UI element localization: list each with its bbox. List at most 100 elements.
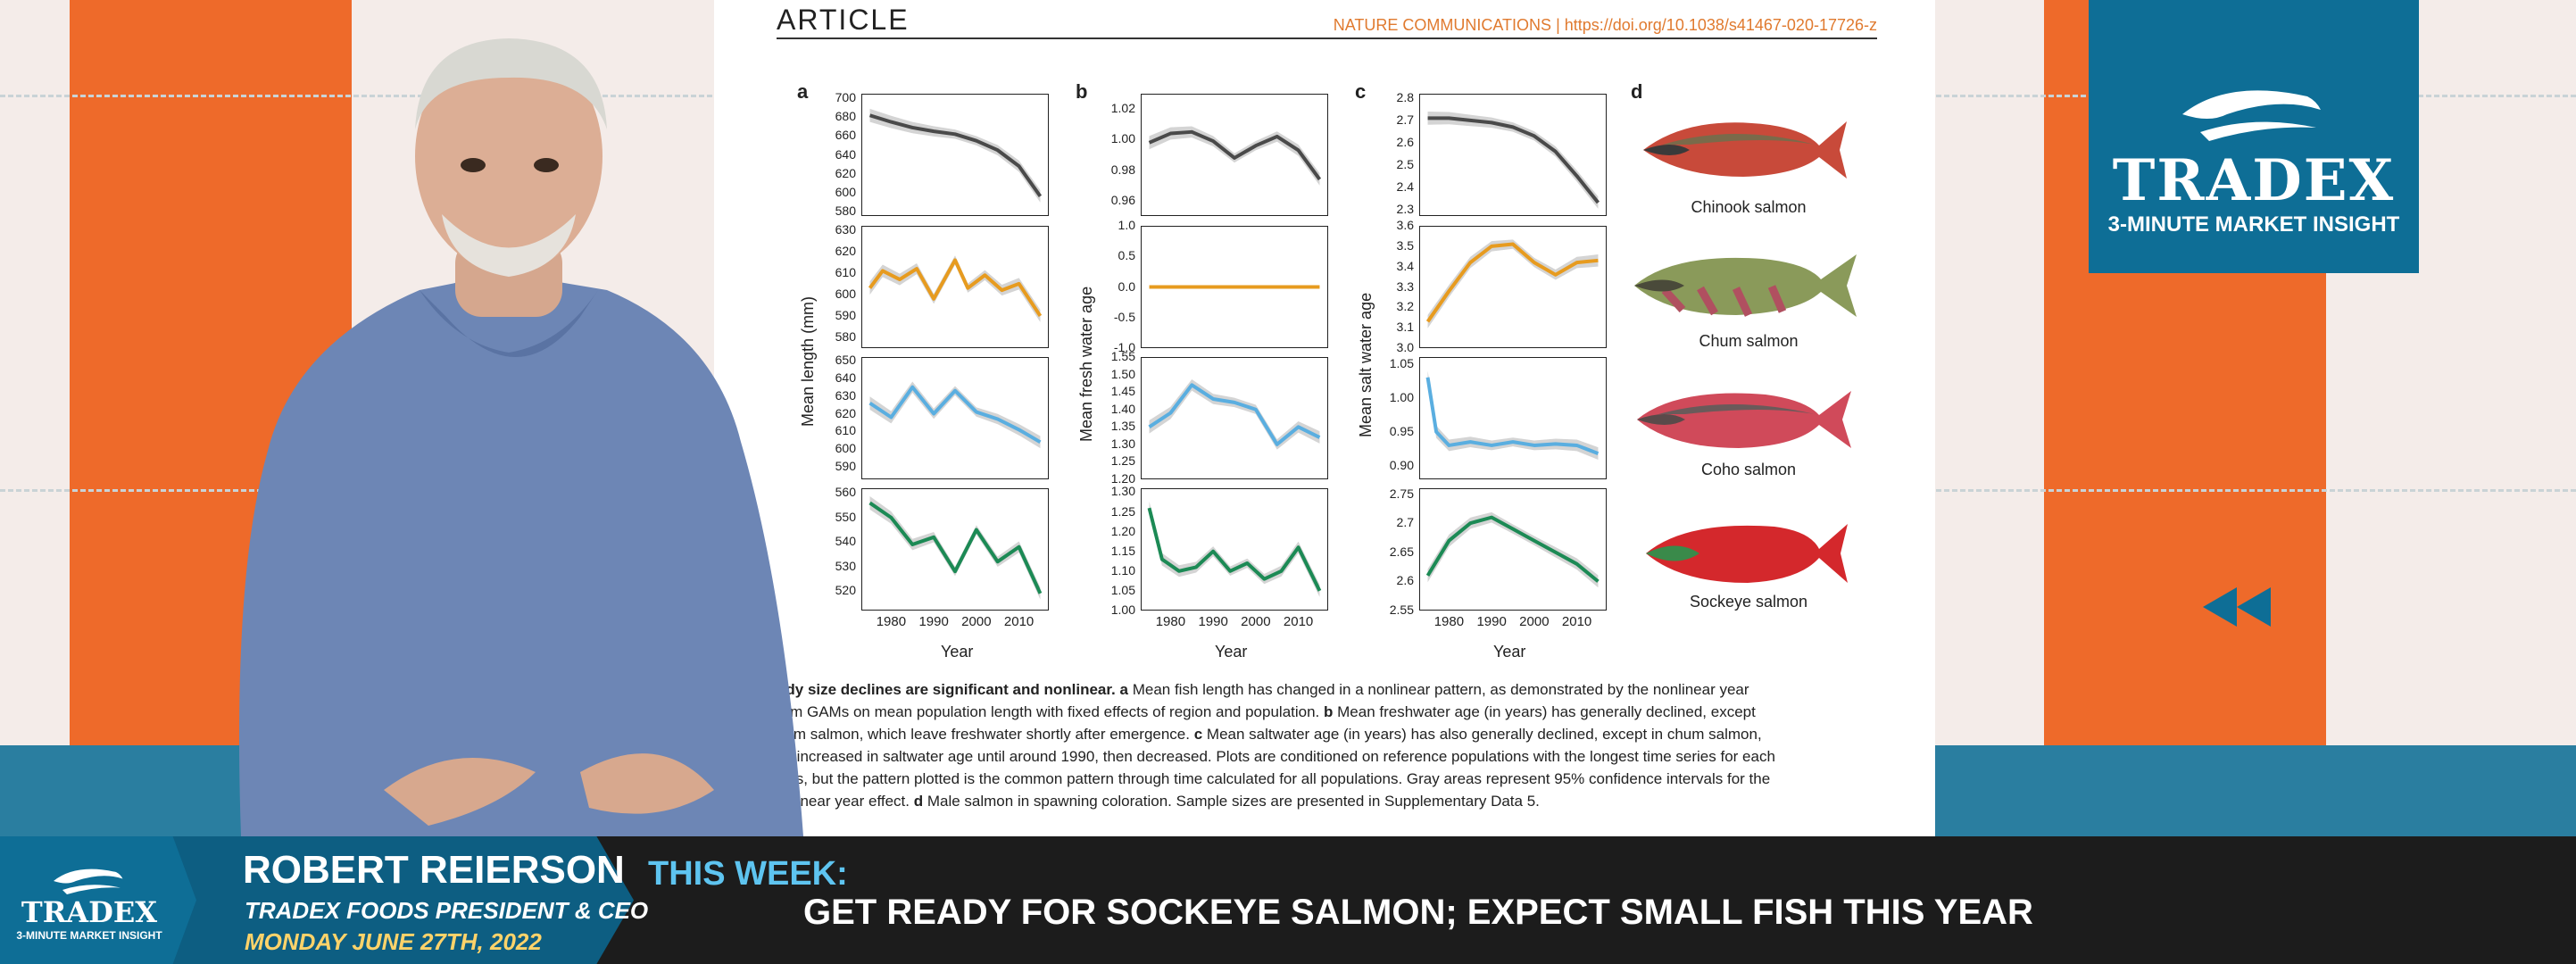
confidence-band-c-4 [1427, 511, 1598, 587]
y-tick-label: 2.6 [1396, 134, 1414, 149]
y-tick-label: 1.25 [1110, 503, 1135, 519]
x-tick-label: 2000 [961, 614, 992, 629]
y-tick-label: 1.30 [1110, 484, 1135, 499]
plot-c-4 [1419, 488, 1607, 611]
caption-letter-a: a [1119, 681, 1128, 698]
fish-label-coho: Coho salmon [1700, 461, 1797, 478]
plot-svg-a-1 [868, 108, 1042, 203]
plot-svg-b-3 [1147, 378, 1320, 450]
plot-svg-c-1 [1427, 111, 1600, 209]
plot-b-1 [1141, 94, 1328, 216]
x-tick-label: 1990 [1198, 614, 1228, 629]
plot-a-4 [861, 488, 1049, 611]
fish-logo-icon [2182, 90, 2321, 141]
caption-part-2: rom GAMs on mean population length with … [777, 703, 1320, 720]
plot-c-1 [1419, 94, 1607, 216]
y-tick-label: 1.00 [1110, 602, 1135, 617]
ticker-label: THIS WEEK: [648, 855, 848, 893]
y-tick-label: 1.00 [1110, 131, 1135, 146]
y-tick-label: 600 [835, 441, 856, 456]
caption-part-6: ch increased in saltwater age until arou… [777, 748, 1775, 765]
y-tick-label: 0.96 [1110, 192, 1135, 207]
plot-c-3 [1419, 357, 1607, 479]
plot-svg-c-2 [1425, 238, 1599, 328]
confidence-band-a-2 [869, 254, 1040, 322]
y-tick-label: 1.05 [1389, 355, 1414, 370]
panel-letter-c: c [1355, 80, 1367, 103]
plot-svg-b-4 [1147, 501, 1321, 597]
presenter-video [239, 38, 803, 836]
y-tick-label: 3.0 [1396, 340, 1414, 354]
y-tick-label: 610 [835, 423, 856, 438]
y-tick-label: 3.5 [1396, 237, 1414, 253]
x-tick-label: 2010 [1561, 614, 1592, 629]
y-tick-label: 1.50 [1110, 366, 1135, 381]
y-tick-label: 2.3 [1396, 201, 1414, 216]
y-tick-label: 3.1 [1396, 320, 1414, 335]
y-tick-label: 1.00 [1389, 389, 1414, 404]
y-tick-label: 1.15 [1110, 543, 1135, 558]
y-tick-label: 3.3 [1396, 278, 1414, 294]
y-tick-label: 0.95 [1389, 423, 1414, 438]
x-title-c: Year [1493, 643, 1526, 661]
y-tick-label: 2.6 [1396, 573, 1414, 588]
presenter-title: TRADEX FOODS PRESIDENT & CEO [245, 897, 649, 924]
presenter-name-box [170, 836, 634, 964]
plot-c-2 [1419, 226, 1607, 348]
series-line-a-1 [868, 112, 1042, 197]
fish-logo-small-icon [54, 868, 123, 894]
chinook-salmon-image [1643, 121, 1847, 179]
series-line-b-1 [1148, 129, 1321, 180]
caption-lead: ody size declines are significant and no… [777, 681, 1116, 698]
series-line-a-4 [868, 501, 1042, 594]
article-label: ARTICLE [777, 4, 910, 36]
y-tick-label: 2.8 [1396, 89, 1414, 104]
y-tick-label: 2.7 [1396, 112, 1414, 127]
y-tick-label: 700 [835, 90, 856, 105]
journal-citation: NATURE COMMUNICATIONS | https://doi.org/… [1333, 16, 1877, 34]
y-tick-label: 630 [835, 387, 856, 403]
series-line-c-4 [1425, 515, 1600, 583]
y-tick-label: 1.55 [1110, 349, 1135, 363]
plot-a-3 [861, 357, 1049, 479]
y-tick-label: 1.35 [1110, 419, 1135, 434]
y-tick-label: 620 [835, 165, 856, 180]
logo-tagline: 3-MINUTE MARKET INSIGHT [2107, 212, 2400, 237]
y-tick-label: 640 [835, 370, 856, 385]
y-tick-label: 3.4 [1396, 258, 1414, 273]
y-tick-label: 1.45 [1110, 384, 1135, 399]
caption-letter-c: c [1193, 726, 1203, 743]
caption-part-1: Mean fish length has changed in a nonlin… [1127, 681, 1749, 698]
tradex-logo-top: TRADEX 3-MINUTE MARKET INSIGHT [2089, 0, 2419, 273]
x-tick-label: 1980 [1155, 614, 1186, 629]
series-line-b-4 [1147, 507, 1321, 592]
chum-salmon-image [1634, 254, 1857, 317]
sockeye-salmon-image [1646, 524, 1848, 583]
y-tick-label: 580 [835, 203, 856, 218]
y-tick-label: 600 [835, 286, 856, 301]
logo-small-tagline: 3-MINUTE MARKET INSIGHT [16, 929, 162, 942]
y-tick-label: 620 [835, 405, 856, 420]
fish-label-chinook: Chinook salmon [1691, 198, 1807, 216]
caption-letter-d: d [913, 793, 924, 810]
plot-svg-a-3 [868, 380, 1041, 448]
y-tick-label: 2.7 [1396, 515, 1414, 530]
plot-svg-a-2 [868, 254, 1042, 322]
plot-svg-c-3 [1425, 370, 1599, 460]
plot-b-4 [1141, 488, 1328, 611]
y-tick-label: 2.4 [1396, 179, 1414, 194]
series-line-c-2 [1425, 242, 1599, 322]
y-tick-label: 630 [835, 221, 856, 237]
plot-b-3 [1141, 357, 1328, 479]
rewind-icon[interactable] [2201, 587, 2273, 627]
y-tick-label: 660 [835, 128, 856, 143]
y-tick-label: 0.98 [1110, 162, 1135, 177]
x-tick-label: 2010 [1003, 614, 1035, 629]
logo-small-name: TRADEX [21, 895, 158, 929]
panel-letter-b: b [1076, 80, 1088, 103]
confidence-band-b-3 [1149, 378, 1319, 450]
x-tick-label: 1980 [1433, 614, 1465, 629]
y-tick-label: -0.5 [1113, 309, 1135, 324]
y-tick-label: 1.05 [1110, 582, 1135, 597]
y-tick-label: 0.0 [1118, 278, 1135, 294]
